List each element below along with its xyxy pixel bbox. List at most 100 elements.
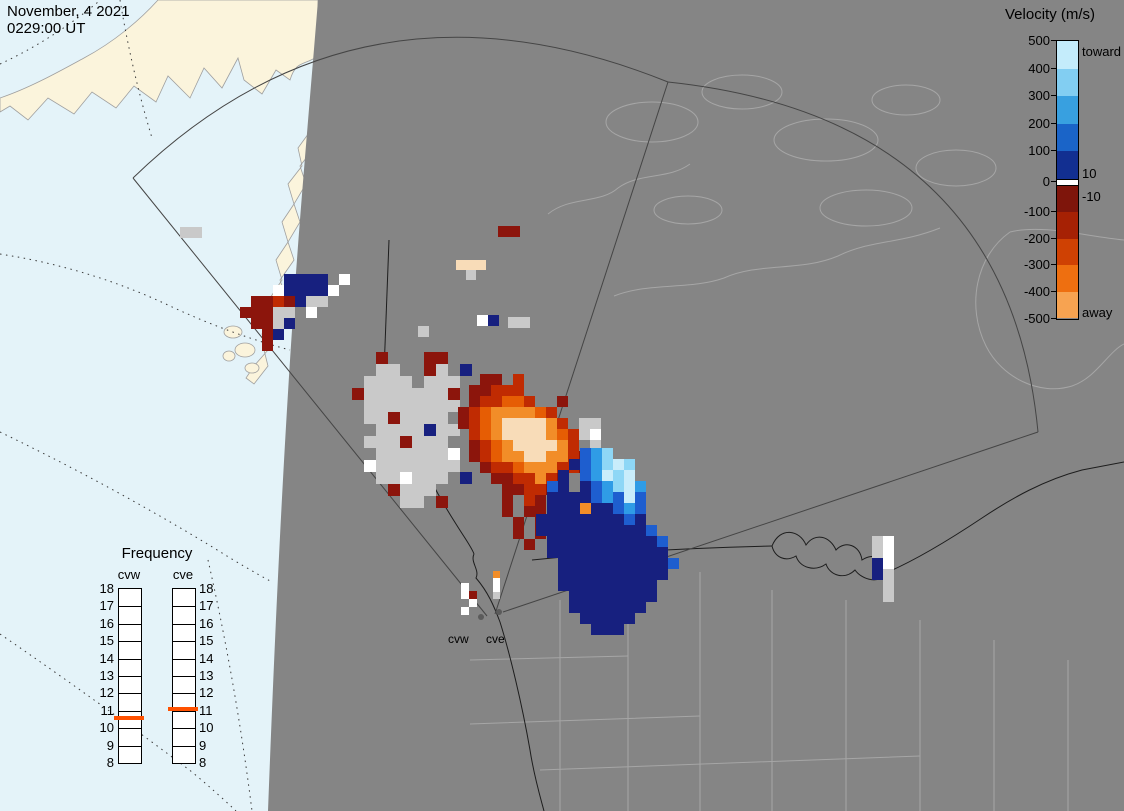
velocity-cell bbox=[591, 536, 602, 547]
velocity-cell bbox=[646, 591, 657, 602]
velocity-cell bbox=[624, 536, 635, 547]
velocity-cell bbox=[469, 451, 480, 462]
velocity-cell bbox=[635, 602, 646, 613]
timestamp: November, 4 2021 0229:00 UT bbox=[7, 3, 130, 37]
velocity-cell bbox=[613, 602, 624, 613]
velocity-cell bbox=[613, 613, 624, 624]
velocity-cell bbox=[536, 514, 547, 525]
velocity-cell bbox=[364, 436, 376, 448]
velocity-cell bbox=[466, 260, 476, 270]
velocity-cell bbox=[317, 296, 328, 307]
velocity-cell bbox=[262, 340, 273, 351]
velocity-cell bbox=[436, 448, 448, 460]
velocity-cell bbox=[491, 374, 502, 385]
timestamp-time: 0229:00 UT bbox=[7, 19, 86, 37]
velocity-cell bbox=[613, 470, 624, 481]
velocity-cell bbox=[412, 436, 424, 448]
radar-site-dot-cvw bbox=[478, 614, 484, 620]
velocity-cell bbox=[613, 558, 624, 569]
velocity-cell bbox=[524, 462, 535, 473]
velocity-cell bbox=[273, 329, 284, 340]
velocity-cell bbox=[646, 547, 657, 558]
velocity-cell bbox=[448, 424, 460, 436]
velocity-cell bbox=[502, 484, 513, 495]
velocity-cell bbox=[191, 227, 202, 238]
velocity-cell bbox=[635, 503, 646, 514]
velocity-cell bbox=[547, 481, 558, 492]
velocity-cell bbox=[591, 569, 602, 580]
velocity-cell bbox=[400, 460, 412, 472]
colorbar-tick-label: 200 bbox=[1028, 115, 1050, 131]
velocity-cell bbox=[436, 472, 448, 484]
velocity-cell bbox=[602, 547, 613, 558]
velocity-cell bbox=[591, 602, 602, 613]
velocity-cell bbox=[388, 400, 400, 412]
velocity-cell bbox=[273, 296, 284, 307]
velocity-cell bbox=[273, 285, 284, 296]
velocity-cell bbox=[513, 396, 524, 407]
velocity-cell bbox=[295, 296, 306, 307]
velocity-cell bbox=[590, 429, 601, 440]
velocity-cell bbox=[624, 492, 635, 503]
freq-tick-label-left: 14 bbox=[99, 650, 114, 666]
velocity-cell bbox=[376, 352, 388, 364]
freq-tick-label-right: 14 bbox=[199, 650, 214, 666]
colorbar-away-label: away bbox=[1082, 305, 1113, 320]
velocity-cell bbox=[646, 558, 657, 569]
velocity-cell bbox=[412, 448, 424, 460]
velocity-cell bbox=[569, 547, 580, 558]
velocity-cell bbox=[546, 462, 557, 473]
velocity-cell bbox=[524, 451, 535, 462]
velocity-cell bbox=[491, 451, 502, 462]
velocity-cell bbox=[580, 569, 591, 580]
velocity-cell bbox=[558, 536, 569, 547]
velocity-cell bbox=[524, 396, 535, 407]
velocity-cell bbox=[436, 460, 448, 472]
velocity-cell bbox=[569, 514, 580, 525]
velocity-cell bbox=[557, 418, 568, 429]
velocity-cell bbox=[480, 462, 491, 473]
velocity-cell bbox=[364, 412, 376, 424]
colorbar-tick-label: 500 bbox=[1028, 33, 1050, 48]
velocity-cell bbox=[262, 318, 273, 329]
freq-tick-label-right: 8 bbox=[199, 755, 207, 770]
velocity-cell bbox=[524, 429, 535, 440]
velocity-cell bbox=[535, 440, 546, 451]
velocity-cell bbox=[558, 492, 569, 503]
velocity-cell bbox=[262, 329, 273, 340]
velocity-cell bbox=[613, 492, 624, 503]
freq-bar-tickline bbox=[119, 728, 141, 730]
velocity-cell bbox=[424, 424, 436, 436]
velocity-cell bbox=[557, 451, 568, 462]
velocity-cell bbox=[502, 385, 513, 396]
velocity-cell bbox=[513, 451, 524, 462]
velocity-cell bbox=[883, 569, 894, 580]
velocity-cell bbox=[558, 503, 569, 514]
velocity-cell bbox=[624, 547, 635, 558]
velocity-cell bbox=[476, 260, 486, 270]
velocity-cell bbox=[546, 440, 557, 451]
velocity-cell bbox=[400, 376, 412, 388]
velocity-cell bbox=[436, 424, 448, 436]
velocity-cell bbox=[273, 307, 284, 318]
velocity-cell bbox=[591, 591, 602, 602]
velocity-cell bbox=[580, 536, 591, 547]
velocity-cell bbox=[508, 317, 519, 328]
freq-bar-cve bbox=[172, 588, 196, 764]
velocity-cell bbox=[602, 624, 613, 635]
velocity-cell bbox=[376, 472, 388, 484]
velocity-cell bbox=[872, 536, 883, 547]
colorbar-segment bbox=[1057, 68, 1078, 96]
freq-marker-cve bbox=[168, 707, 198, 711]
velocity-cell bbox=[436, 412, 448, 424]
velocity-cell bbox=[364, 460, 376, 472]
freq-bar-tickline bbox=[173, 710, 195, 712]
colorbar-tick bbox=[1051, 237, 1056, 239]
velocity-cell bbox=[388, 364, 400, 376]
velocity-cell bbox=[436, 400, 448, 412]
fov-arc-cvw bbox=[132, 36, 669, 179]
velocity-cell bbox=[624, 580, 635, 591]
colorbar-segment bbox=[1057, 151, 1078, 179]
velocity-cell bbox=[513, 473, 524, 484]
freq-tick-label-left: 10 bbox=[99, 720, 114, 736]
